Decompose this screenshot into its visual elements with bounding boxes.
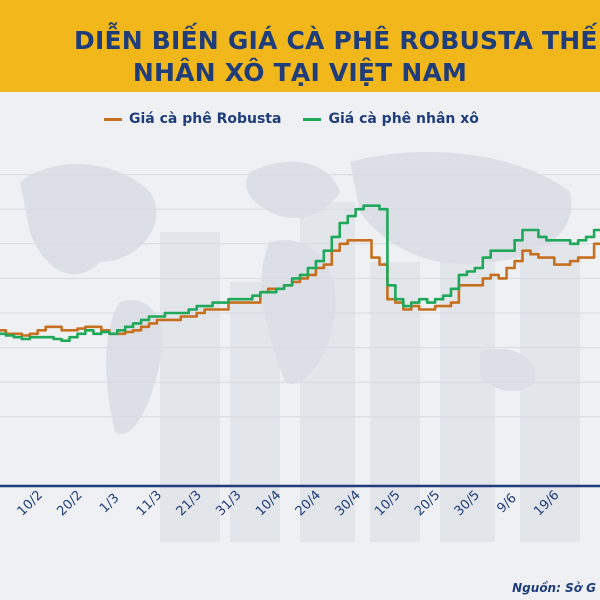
x-tick-label: 31/3 xyxy=(213,488,244,519)
series-line-robusta xyxy=(0,239,600,337)
x-tick-label: 20/5 xyxy=(412,488,443,519)
source-note: Nguồn: Sở G xyxy=(512,581,596,595)
x-tick-label: 20/4 xyxy=(293,488,324,519)
x-tick-label: 11/3 xyxy=(134,488,165,519)
x-tick-label: 21/3 xyxy=(174,488,205,519)
legend-swatch-nhan-xo xyxy=(303,117,322,121)
legend-swatch-robusta xyxy=(104,117,122,121)
x-tick-label: 9/6 xyxy=(494,491,519,516)
x-tick-label: 10/2 xyxy=(15,488,46,519)
grid-lines xyxy=(0,174,600,418)
x-tick-label: 10/4 xyxy=(253,488,284,519)
x-tick-label: 19/6 xyxy=(531,488,562,519)
legend-item-robusta: Giá cà phê Robusta xyxy=(104,111,281,127)
header-bar xyxy=(0,0,600,92)
x-tick-label: 30/5 xyxy=(452,488,483,519)
x-tick-label: 1/3 xyxy=(97,491,122,516)
chart-legend: Giá cà phê Robusta Giá cà phê nhân xô xyxy=(104,111,501,127)
x-tick-label: 30/4 xyxy=(333,488,364,519)
legend-item-nhan-xo: Giá cà phê nhân xô xyxy=(303,111,479,127)
series-lines xyxy=(0,204,600,342)
x-tick-label: 20/2 xyxy=(54,488,85,519)
x-tick-label: 10/5 xyxy=(372,488,403,519)
series-line-nhan-xo xyxy=(0,204,600,342)
chart-title-line-2: NHÂN XÔ TẠI VIỆT NAM xyxy=(132,58,468,87)
chart-title-line-1: DIỄN BIẾN GIÁ CÀ PHÊ ROBUSTA THẾ GIỚ xyxy=(74,26,600,55)
legend-label-robusta: Giá cà phê Robusta xyxy=(129,111,282,127)
legend-label-nhan-xo: Giá cà phê nhân xô xyxy=(328,111,479,127)
x-axis-ticks: 10/2 20/2 1/3 11/3 21/3 31/3 10/4 20/4 30/4 10/5 2… xyxy=(15,488,563,519)
